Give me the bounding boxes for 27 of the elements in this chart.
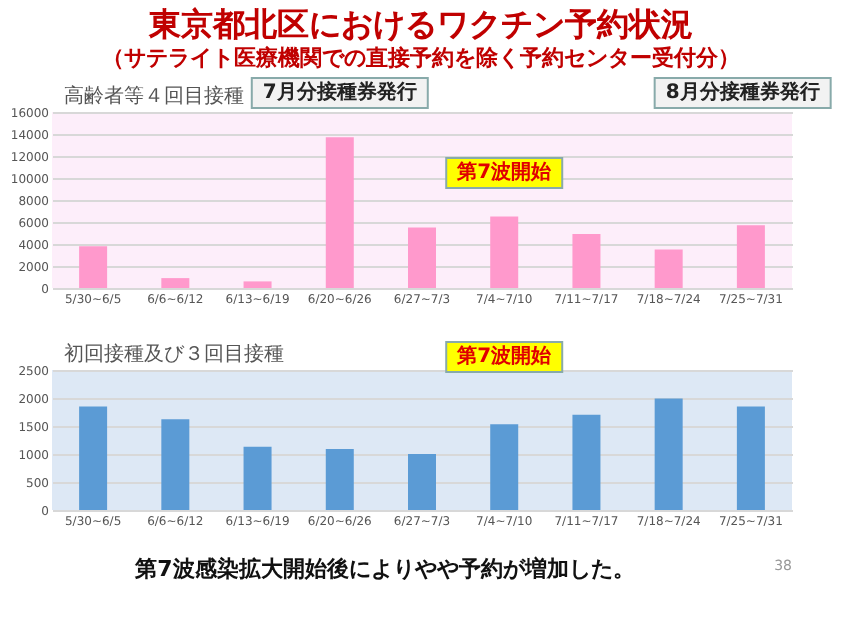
text: 第7波開始 — [455, 344, 554, 368]
bar — [736, 406, 765, 510]
bar — [572, 414, 601, 510]
text: 7月分接種券発行 — [262, 80, 417, 104]
bar — [325, 137, 354, 288]
bar — [490, 216, 519, 288]
bar — [736, 225, 765, 288]
annotation: 第7波開始 — [455, 160, 554, 184]
bar — [79, 246, 108, 288]
bar — [161, 278, 190, 288]
chart-subtitle: （サテライト医療機関での直接予約を除く予約センター受付分） — [101, 45, 740, 71]
bar — [408, 227, 436, 288]
text: 第7波感染拡大開始後によりやや予約が増加した。 — [133, 556, 635, 582]
bar — [654, 249, 683, 288]
bar — [654, 398, 683, 510]
bar — [490, 424, 519, 510]
text: 高齢者等４回目接種 — [64, 84, 244, 108]
bar — [243, 281, 272, 288]
bar — [572, 234, 601, 288]
bar — [243, 446, 272, 510]
bar — [408, 454, 436, 510]
text: 初回接種及び３回目接種 — [64, 342, 284, 366]
bar — [79, 406, 108, 510]
bar — [161, 419, 190, 510]
chart-title: 東京都北区におけるワクチン予約状況 — [146, 5, 693, 43]
bar — [325, 448, 354, 510]
text: 8月分接種券発行 — [665, 80, 820, 104]
